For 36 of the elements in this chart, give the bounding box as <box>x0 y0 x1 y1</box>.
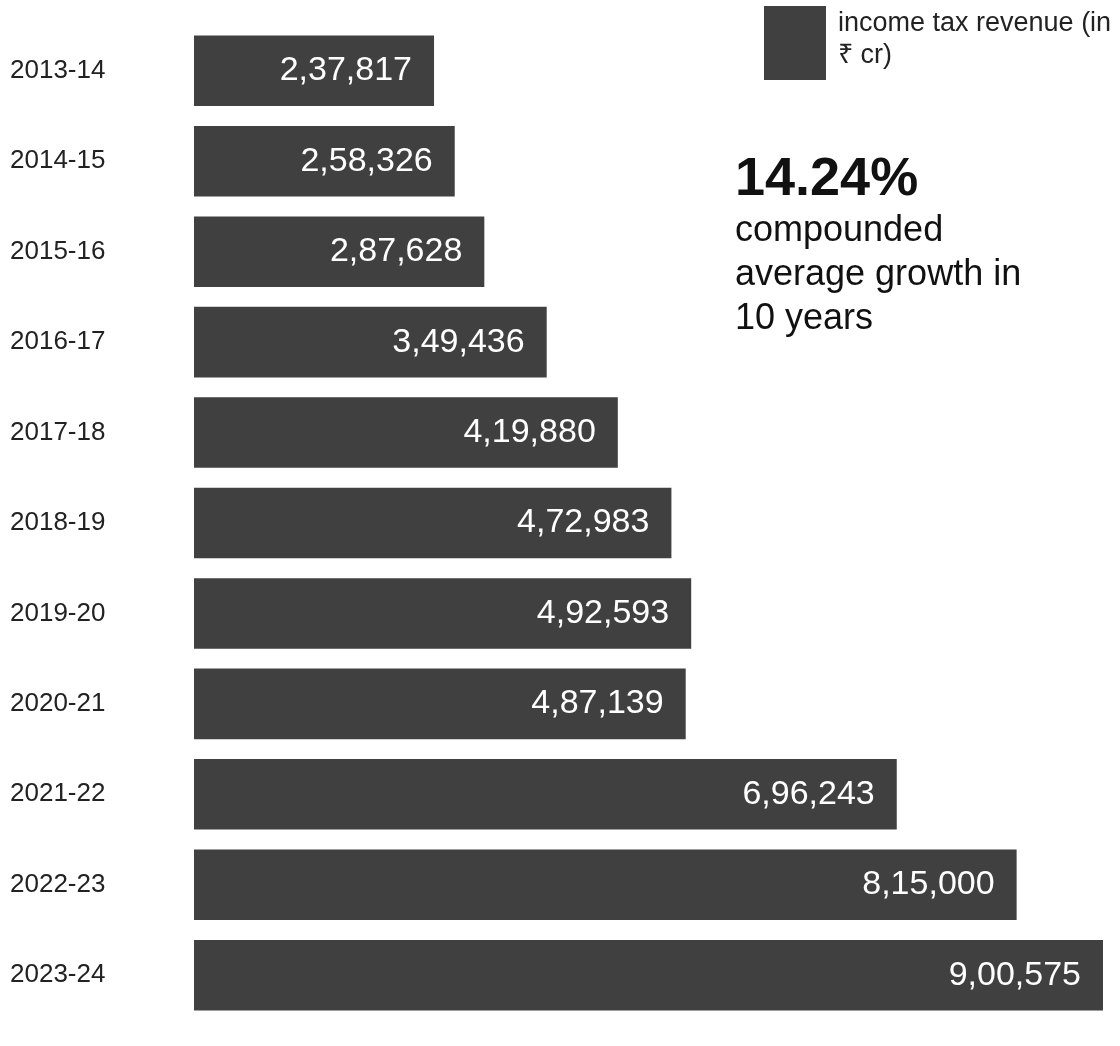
bar <box>194 849 1017 921</box>
y-tick-label: 2019-20 <box>10 596 106 627</box>
bar <box>194 216 485 287</box>
data-label: 6,96,243 <box>742 772 875 811</box>
text: income tax revenue (in ₹ cr) <box>838 6 1113 70</box>
y-tick-label: 2013-14 <box>10 53 106 84</box>
bar <box>194 397 618 468</box>
y-tick-label: 2023-24 <box>10 958 106 989</box>
y-tick-label: 2014-15 <box>10 144 106 175</box>
y-tick-label: 2021-22 <box>10 777 106 808</box>
y-tick-label: 2017-18 <box>10 415 106 446</box>
data-label: 4,87,139 <box>531 682 664 721</box>
bar <box>194 306 547 378</box>
data-label: 2,58,326 <box>300 139 433 178</box>
data-label: 4,72,983 <box>517 501 650 540</box>
data-label: 8,15,000 <box>862 863 995 902</box>
data-label: 4,92,593 <box>536 591 670 630</box>
y-tick-label: 2016-17 <box>10 325 106 356</box>
bar <box>194 668 686 740</box>
y-tick-label: 2018-19 <box>10 506 106 537</box>
bar <box>194 35 435 107</box>
bar <box>194 487 672 559</box>
annotation: 14.24% <box>735 145 920 207</box>
y-tick-label: 2022-23 <box>10 867 106 898</box>
annotation: compounded average growth in 10 years <box>735 207 1023 339</box>
bar <box>194 125 455 197</box>
data-label: 4,19,880 <box>463 410 596 449</box>
data-label: 2,37,817 <box>279 49 413 88</box>
y-tick-label: 2020-21 <box>10 687 106 718</box>
data-label: 2,87,628 <box>329 230 463 269</box>
data-label: 9,00,575 <box>948 953 1081 992</box>
y-tick-label: 2015-16 <box>10 234 106 265</box>
bar <box>194 578 692 649</box>
bar <box>194 939 1103 1011</box>
bar <box>194 759 897 830</box>
data-label: 3,49,436 <box>392 320 525 359</box>
